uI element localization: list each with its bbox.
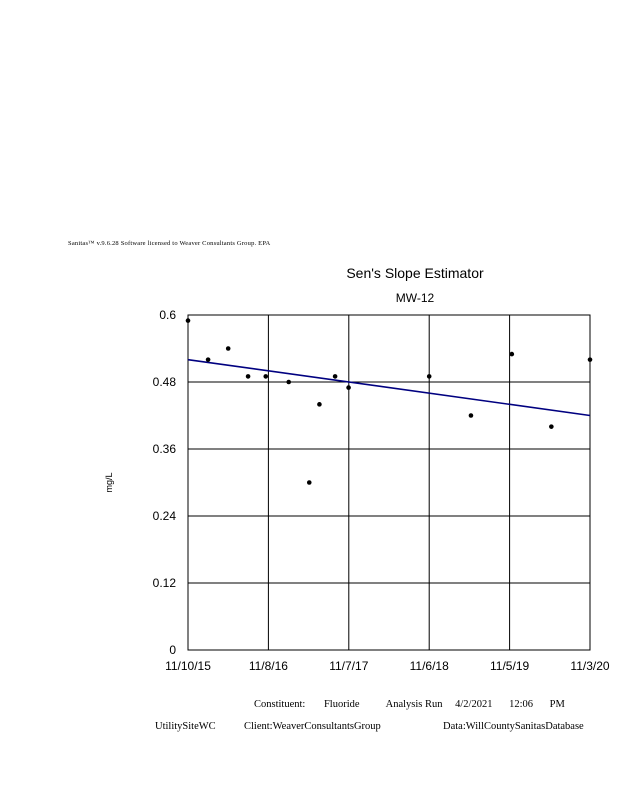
data-point xyxy=(468,413,474,418)
y-tick-label: 0.12 xyxy=(153,576,177,590)
constituent-value: Fluoride xyxy=(323,699,360,710)
y-tick-label: 0 xyxy=(169,643,176,657)
x-tick-label: 11/10/15 xyxy=(165,659,211,673)
x-tick-label: 11/8/16 xyxy=(249,659,288,673)
data-point xyxy=(426,374,432,379)
data-point xyxy=(317,402,322,407)
data-point xyxy=(245,374,251,379)
constituent-label: Constituent: xyxy=(254,699,306,710)
y-tick-label: 0.48 xyxy=(153,375,177,389)
client-name: Client:WeaverConsultantsGroup xyxy=(244,721,381,732)
x-tick-label: 11/5/19 xyxy=(490,659,529,673)
x-tick-label: 11/3/20 xyxy=(570,659,609,673)
y-axis-ticks: 0 0.12 0.24 0.36 0.48 0.6 xyxy=(153,308,177,657)
software-license-banner: Sanitas™ v.9.6.28 Software licensed to W… xyxy=(68,240,271,247)
run-time: 12:06 xyxy=(509,699,534,710)
data-point xyxy=(185,318,191,323)
y-tick-label: 0.24 xyxy=(153,509,177,523)
data-point xyxy=(306,480,312,485)
plot-area xyxy=(187,314,591,651)
footer-run-info: Constituent: Fluoride Analysis Run 4/2/2… xyxy=(254,699,581,710)
run-ampm: PM xyxy=(549,699,565,710)
data-point xyxy=(549,424,554,429)
data-point xyxy=(346,385,351,390)
sens-slope-trend xyxy=(187,358,591,417)
x-axis-ticks: 11/10/15 11/8/16 11/7/17 11/6/18 11/5/19 11/3… xyxy=(165,659,610,673)
data-points xyxy=(185,318,593,485)
chart-title: Sen's Slope Estimator xyxy=(346,265,484,281)
data-point xyxy=(205,357,211,362)
run-date: 4/2/2021 xyxy=(455,699,493,710)
x-tick-label: 11/6/18 xyxy=(410,659,449,673)
chart-subtitle: MW-12 xyxy=(396,291,435,305)
x-tick-label: 11/7/17 xyxy=(329,659,368,673)
data-point xyxy=(332,374,338,379)
y-tick-label: 0.36 xyxy=(153,442,177,456)
analysis-run-label: Analysis Run xyxy=(385,699,443,710)
data-point xyxy=(263,374,269,379)
y-tick-label: 0.6 xyxy=(159,308,176,322)
grid-lines xyxy=(187,314,591,651)
site-name: UtilitySiteWC xyxy=(155,721,216,732)
y-axis-label: mg/L xyxy=(104,472,114,492)
data-source: Data:WillCountySanitasDatabase xyxy=(443,721,584,732)
data-point xyxy=(509,351,515,357)
trend-line xyxy=(187,358,591,417)
data-point xyxy=(225,346,231,351)
data-point xyxy=(587,357,593,362)
data-point xyxy=(286,379,292,385)
